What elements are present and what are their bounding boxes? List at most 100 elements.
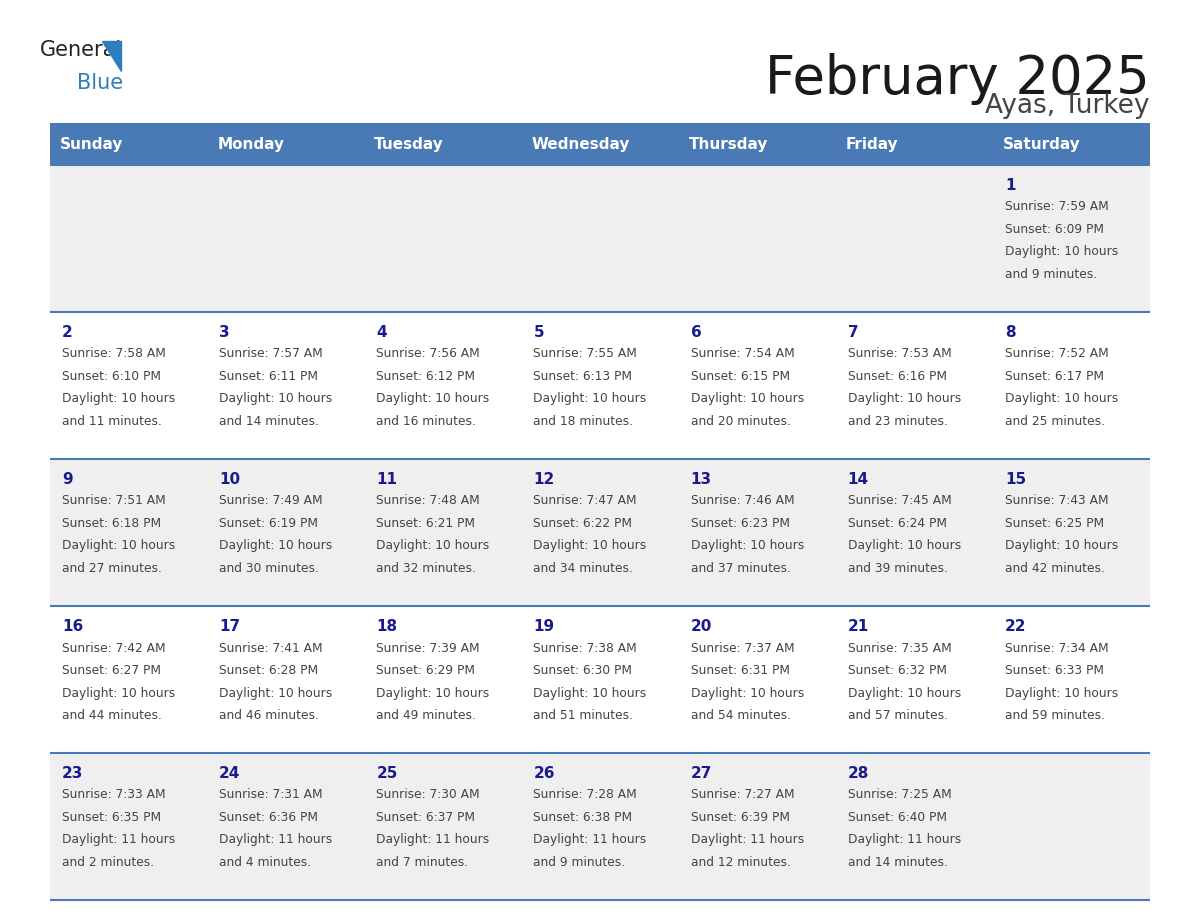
Text: 3: 3 bbox=[219, 325, 229, 340]
Text: Friday: Friday bbox=[846, 137, 898, 151]
Text: Sunset: 6:38 PM: Sunset: 6:38 PM bbox=[533, 811, 632, 824]
Text: Sunset: 6:29 PM: Sunset: 6:29 PM bbox=[377, 664, 475, 677]
Bar bbox=[993, 123, 1150, 165]
Text: 25: 25 bbox=[377, 766, 398, 781]
Text: 15: 15 bbox=[1005, 472, 1026, 487]
Text: 8: 8 bbox=[1005, 325, 1016, 340]
Text: and 9 minutes.: and 9 minutes. bbox=[1005, 268, 1097, 281]
Text: Sunrise: 7:58 AM: Sunrise: 7:58 AM bbox=[62, 348, 166, 361]
Text: 16: 16 bbox=[62, 619, 83, 634]
Text: Blue: Blue bbox=[77, 73, 124, 93]
Text: Sunrise: 7:51 AM: Sunrise: 7:51 AM bbox=[62, 495, 166, 508]
Bar bbox=[50, 753, 1150, 900]
Text: 18: 18 bbox=[377, 619, 398, 634]
Text: Daylight: 11 hours: Daylight: 11 hours bbox=[533, 834, 646, 846]
Text: Daylight: 10 hours: Daylight: 10 hours bbox=[1005, 393, 1118, 406]
Text: 26: 26 bbox=[533, 766, 555, 781]
Text: 14: 14 bbox=[848, 472, 868, 487]
Text: 27: 27 bbox=[690, 766, 712, 781]
Text: 24: 24 bbox=[219, 766, 240, 781]
Text: and 16 minutes.: and 16 minutes. bbox=[377, 415, 476, 428]
Text: Wednesday: Wednesday bbox=[531, 137, 630, 151]
Text: February 2025: February 2025 bbox=[765, 53, 1150, 105]
Bar bbox=[50, 123, 207, 165]
Text: Sunset: 6:31 PM: Sunset: 6:31 PM bbox=[690, 664, 790, 677]
Text: 7: 7 bbox=[848, 325, 859, 340]
Text: Sunset: 6:30 PM: Sunset: 6:30 PM bbox=[533, 664, 632, 677]
Text: Sunrise: 7:43 AM: Sunrise: 7:43 AM bbox=[1005, 495, 1108, 508]
Text: and 23 minutes.: and 23 minutes. bbox=[848, 415, 948, 428]
Text: Sunset: 6:10 PM: Sunset: 6:10 PM bbox=[62, 370, 162, 383]
Text: Sunrise: 7:28 AM: Sunrise: 7:28 AM bbox=[533, 789, 637, 801]
Text: Sunrise: 7:27 AM: Sunrise: 7:27 AM bbox=[690, 789, 795, 801]
Text: Tuesday: Tuesday bbox=[374, 137, 444, 151]
Text: Daylight: 10 hours: Daylight: 10 hours bbox=[219, 393, 333, 406]
Text: Sunset: 6:40 PM: Sunset: 6:40 PM bbox=[848, 811, 947, 824]
Text: Sunrise: 7:59 AM: Sunrise: 7:59 AM bbox=[1005, 200, 1108, 214]
Bar bbox=[365, 123, 522, 165]
Text: Daylight: 11 hours: Daylight: 11 hours bbox=[848, 834, 961, 846]
Text: Sunset: 6:25 PM: Sunset: 6:25 PM bbox=[1005, 517, 1104, 530]
Text: Sunrise: 7:37 AM: Sunrise: 7:37 AM bbox=[690, 642, 795, 655]
Text: and 49 minutes.: and 49 minutes. bbox=[377, 709, 476, 722]
Text: 20: 20 bbox=[690, 619, 712, 634]
Text: Sunset: 6:28 PM: Sunset: 6:28 PM bbox=[219, 664, 318, 677]
Text: Sunset: 6:17 PM: Sunset: 6:17 PM bbox=[1005, 370, 1104, 383]
Text: and 42 minutes.: and 42 minutes. bbox=[1005, 562, 1105, 575]
Text: and 32 minutes.: and 32 minutes. bbox=[377, 562, 476, 575]
Text: Sunrise: 7:30 AM: Sunrise: 7:30 AM bbox=[377, 789, 480, 801]
Text: and 14 minutes.: and 14 minutes. bbox=[219, 415, 320, 428]
Text: 22: 22 bbox=[1005, 619, 1026, 634]
Text: and 7 minutes.: and 7 minutes. bbox=[377, 856, 468, 869]
Text: Daylight: 10 hours: Daylight: 10 hours bbox=[848, 687, 961, 700]
Bar bbox=[50, 165, 1150, 312]
Text: Sunset: 6:32 PM: Sunset: 6:32 PM bbox=[848, 664, 947, 677]
Text: Sunset: 6:13 PM: Sunset: 6:13 PM bbox=[533, 370, 632, 383]
Text: Sunrise: 7:45 AM: Sunrise: 7:45 AM bbox=[848, 495, 952, 508]
Text: and 34 minutes.: and 34 minutes. bbox=[533, 562, 633, 575]
Text: and 12 minutes.: and 12 minutes. bbox=[690, 856, 790, 869]
Text: Sunrise: 7:38 AM: Sunrise: 7:38 AM bbox=[533, 642, 637, 655]
Text: Daylight: 11 hours: Daylight: 11 hours bbox=[377, 834, 489, 846]
Bar bbox=[207, 123, 365, 165]
Text: Daylight: 10 hours: Daylight: 10 hours bbox=[219, 687, 333, 700]
Text: 4: 4 bbox=[377, 325, 387, 340]
Bar bbox=[50, 459, 1150, 606]
Text: and 44 minutes.: and 44 minutes. bbox=[62, 709, 162, 722]
Text: 17: 17 bbox=[219, 619, 240, 634]
Text: 6: 6 bbox=[690, 325, 701, 340]
Text: and 30 minutes.: and 30 minutes. bbox=[219, 562, 320, 575]
Text: and 4 minutes.: and 4 minutes. bbox=[219, 856, 311, 869]
Text: Sunset: 6:21 PM: Sunset: 6:21 PM bbox=[377, 517, 475, 530]
Text: Daylight: 10 hours: Daylight: 10 hours bbox=[533, 540, 646, 553]
Text: 5: 5 bbox=[533, 325, 544, 340]
Text: Daylight: 10 hours: Daylight: 10 hours bbox=[533, 393, 646, 406]
Text: Sunrise: 7:35 AM: Sunrise: 7:35 AM bbox=[848, 642, 952, 655]
Text: Daylight: 10 hours: Daylight: 10 hours bbox=[62, 393, 176, 406]
Text: and 18 minutes.: and 18 minutes. bbox=[533, 415, 633, 428]
Text: 19: 19 bbox=[533, 619, 555, 634]
Text: 12: 12 bbox=[533, 472, 555, 487]
Text: Sunrise: 7:39 AM: Sunrise: 7:39 AM bbox=[377, 642, 480, 655]
Text: Sunrise: 7:25 AM: Sunrise: 7:25 AM bbox=[848, 789, 952, 801]
Text: Sunrise: 7:34 AM: Sunrise: 7:34 AM bbox=[1005, 642, 1108, 655]
Text: Ayas, Turkey: Ayas, Turkey bbox=[986, 93, 1150, 119]
Text: and 59 minutes.: and 59 minutes. bbox=[1005, 709, 1105, 722]
Text: Sunrise: 7:54 AM: Sunrise: 7:54 AM bbox=[690, 348, 795, 361]
Text: Sunset: 6:19 PM: Sunset: 6:19 PM bbox=[219, 517, 318, 530]
Polygon shape bbox=[102, 41, 121, 71]
Text: and 14 minutes.: and 14 minutes. bbox=[848, 856, 948, 869]
Text: Sunset: 6:23 PM: Sunset: 6:23 PM bbox=[690, 517, 790, 530]
Text: Daylight: 10 hours: Daylight: 10 hours bbox=[1005, 540, 1118, 553]
Text: 28: 28 bbox=[848, 766, 870, 781]
Text: Sunrise: 7:56 AM: Sunrise: 7:56 AM bbox=[377, 348, 480, 361]
Bar bbox=[835, 123, 993, 165]
Text: Saturday: Saturday bbox=[1003, 137, 1081, 151]
Text: Daylight: 10 hours: Daylight: 10 hours bbox=[690, 393, 804, 406]
Text: Daylight: 10 hours: Daylight: 10 hours bbox=[690, 540, 804, 553]
Text: and 51 minutes.: and 51 minutes. bbox=[533, 709, 633, 722]
Text: Daylight: 10 hours: Daylight: 10 hours bbox=[690, 687, 804, 700]
Text: Daylight: 10 hours: Daylight: 10 hours bbox=[62, 687, 176, 700]
Text: Sunset: 6:33 PM: Sunset: 6:33 PM bbox=[1005, 664, 1104, 677]
Text: and 39 minutes.: and 39 minutes. bbox=[848, 562, 948, 575]
